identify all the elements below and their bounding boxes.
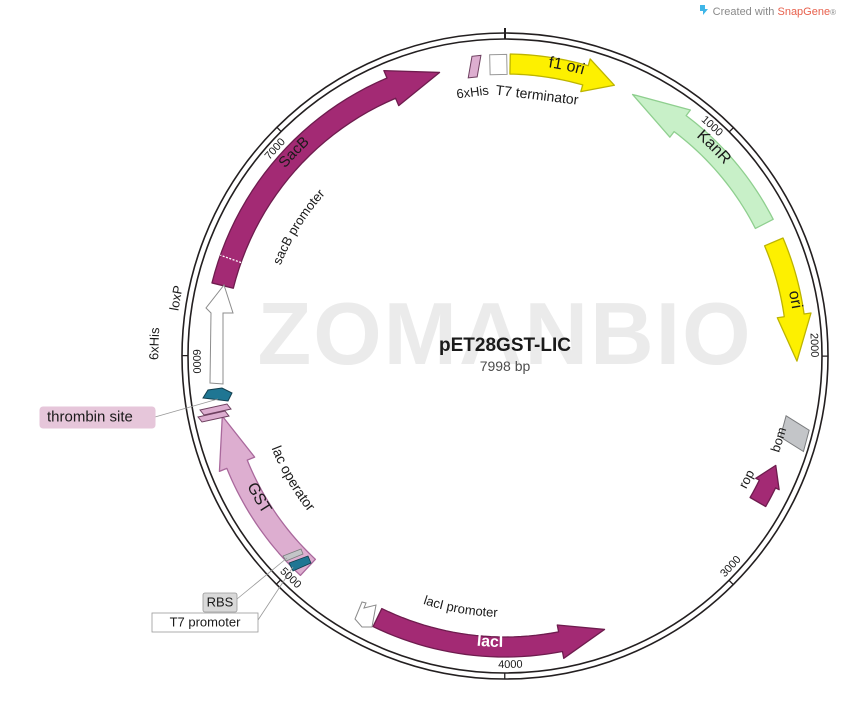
svg-text:T7 promoter: T7 promoter bbox=[170, 614, 241, 629]
svg-text:pET28GST-LIC: pET28GST-LIC bbox=[439, 335, 571, 356]
svg-text:sacB promoter: sacB promoter bbox=[269, 186, 327, 267]
svg-text:bom: bom bbox=[768, 425, 790, 454]
svg-text:2000: 2000 bbox=[807, 333, 820, 358]
svg-text:lacI promoter: lacI promoter bbox=[422, 592, 499, 620]
svg-text:RBS: RBS bbox=[207, 594, 234, 609]
svg-text:4000: 4000 bbox=[498, 659, 523, 671]
svg-text:7998 bp: 7998 bp bbox=[480, 358, 531, 374]
svg-text:ori: ori bbox=[785, 289, 805, 310]
svg-text:rop: rop bbox=[735, 467, 757, 491]
svg-text:thrombin site: thrombin site bbox=[47, 408, 133, 425]
svg-text:lac operator: lac operator bbox=[269, 443, 319, 514]
svg-text:T7 terminator: T7 terminator bbox=[495, 82, 580, 108]
svg-text:3000: 3000 bbox=[718, 554, 743, 580]
svg-text:6xHis: 6xHis bbox=[146, 327, 162, 361]
svg-text:6000: 6000 bbox=[190, 349, 202, 374]
svg-text:6xHis: 6xHis bbox=[456, 82, 491, 101]
svg-text:loxP: loxP bbox=[166, 284, 185, 312]
